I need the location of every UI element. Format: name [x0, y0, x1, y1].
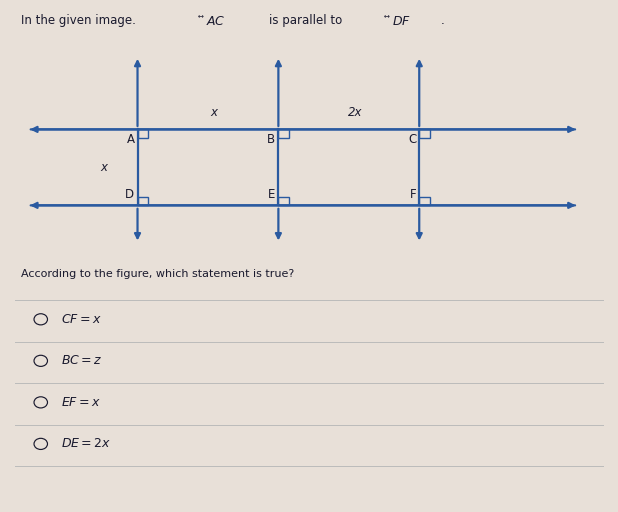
Text: $BC =  z$: $BC = z$ — [61, 354, 103, 367]
Text: $DE =  2x$: $DE = 2x$ — [61, 437, 111, 451]
Text: $\overleftrightarrow{AC}$: $\overleftrightarrow{AC}$ — [198, 13, 225, 28]
Bar — [419, 197, 430, 205]
Bar — [138, 197, 148, 205]
Bar — [138, 130, 148, 138]
Text: C: C — [408, 134, 416, 146]
Text: D: D — [125, 188, 135, 201]
Text: is parallel to: is parallel to — [269, 14, 342, 27]
Text: According to the figure, which statement is true?: According to the figure, which statement… — [21, 269, 294, 279]
Text: $\overleftrightarrow{DF}$: $\overleftrightarrow{DF}$ — [384, 13, 411, 28]
Text: $CF =  x$: $CF = x$ — [61, 313, 102, 326]
Text: $EF =  x$: $EF = x$ — [61, 396, 101, 409]
Text: F: F — [410, 188, 416, 201]
Text: x: x — [211, 106, 218, 119]
Text: A: A — [127, 134, 135, 146]
Text: x: x — [100, 161, 108, 174]
Bar — [278, 197, 289, 205]
Text: 2x: 2x — [348, 106, 362, 119]
Text: In the given image.: In the given image. — [21, 14, 136, 27]
Text: B: B — [267, 134, 275, 146]
Bar — [419, 130, 430, 138]
Text: .: . — [441, 14, 444, 27]
Text: E: E — [268, 188, 275, 201]
Bar — [278, 130, 289, 138]
